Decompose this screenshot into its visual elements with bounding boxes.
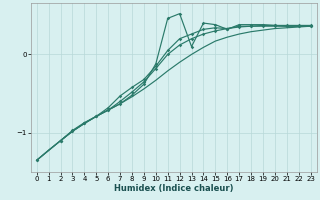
- X-axis label: Humidex (Indice chaleur): Humidex (Indice chaleur): [114, 184, 233, 193]
